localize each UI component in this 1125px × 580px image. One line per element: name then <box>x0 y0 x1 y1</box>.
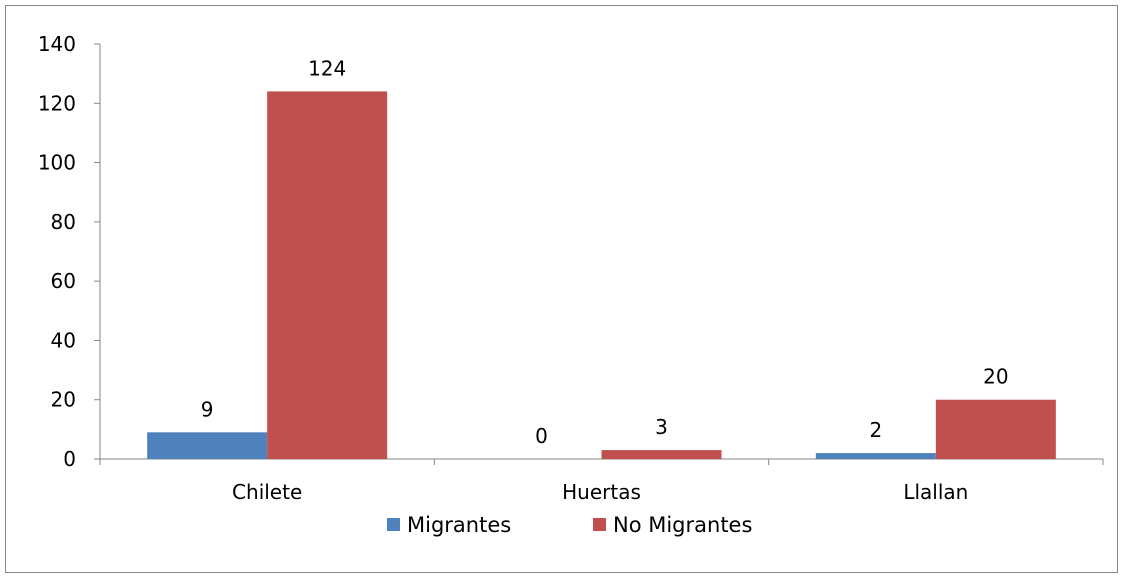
y-tick-label: 80 <box>51 210 76 234</box>
bar-migrantes <box>815 453 936 459</box>
legend-swatch <box>387 518 400 531</box>
data-label: 9 <box>201 397 214 421</box>
legend-label: Migrantes <box>407 513 511 537</box>
data-label: 124 <box>308 56 346 80</box>
bar-no-migrantes <box>267 91 388 459</box>
legend-label: No Migrantes <box>613 513 752 537</box>
x-tick-label: Chilete <box>232 480 302 504</box>
y-tick-label: 140 <box>38 32 76 56</box>
legend-swatch <box>593 518 606 531</box>
y-tick-label: 100 <box>38 151 76 175</box>
y-tick-label: 0 <box>63 447 76 471</box>
legend: Migrantes No Migrantes <box>387 513 752 537</box>
data-label: 0 <box>535 424 548 448</box>
bar-no-migrantes <box>935 399 1056 459</box>
y-tick-label: 20 <box>51 388 76 412</box>
y-tick-label: 40 <box>51 328 76 352</box>
y-tick-label: 120 <box>38 91 76 115</box>
data-labels: 9 124 0 3 2 20 <box>201 56 1009 448</box>
bar-migrantes <box>147 432 268 459</box>
data-label: 2 <box>869 418 882 442</box>
y-tick-label: 60 <box>51 269 76 293</box>
bar-no-migrantes <box>601 450 722 459</box>
data-label: 3 <box>655 415 668 439</box>
chart-frame: 0 20 40 60 80 100 120 140 Chilete Huertas Llallan … <box>5 5 1118 573</box>
x-tick-label: Huertas <box>562 480 641 504</box>
data-label: 20 <box>983 365 1008 389</box>
x-tick-label: Llallan <box>903 480 968 504</box>
bars <box>147 91 1056 459</box>
